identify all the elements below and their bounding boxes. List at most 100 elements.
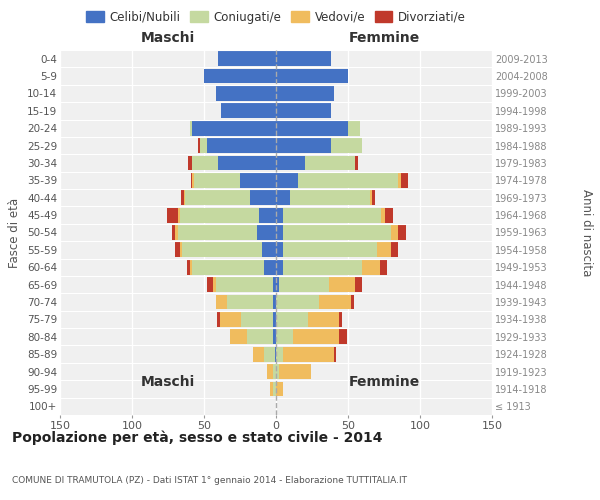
Bar: [370, 190, 373, 205]
Text: Femmine: Femmine: [349, 31, 419, 45]
Bar: [184, 190, 185, 205]
Bar: [340, 312, 342, 327]
Bar: [329, 278, 355, 292]
Bar: [218, 52, 276, 66]
Bar: [253, 347, 265, 362]
Bar: [204, 68, 276, 84]
Bar: [178, 225, 257, 240]
Bar: [276, 364, 279, 379]
Bar: [193, 173, 194, 188]
Bar: [220, 312, 241, 327]
Bar: [283, 347, 334, 362]
Legend: Celibi/Nubili, Coniugati/e, Vedovi/e, Divorziati/e: Celibi/Nubili, Coniugati/e, Vedovi/e, Di…: [81, 6, 471, 28]
Bar: [283, 225, 391, 240]
Bar: [398, 173, 401, 188]
Bar: [207, 138, 276, 153]
Bar: [398, 225, 406, 240]
Bar: [273, 364, 276, 379]
Bar: [200, 138, 207, 153]
Bar: [276, 68, 348, 84]
Bar: [276, 121, 348, 136]
Bar: [355, 156, 358, 170]
Text: Maschi: Maschi: [141, 374, 195, 388]
Bar: [276, 294, 319, 310]
Bar: [276, 138, 331, 153]
Bar: [273, 382, 276, 396]
Bar: [247, 330, 273, 344]
Bar: [319, 294, 351, 310]
Bar: [276, 104, 331, 118]
Bar: [273, 330, 276, 344]
Bar: [181, 190, 184, 205]
Bar: [265, 260, 276, 274]
Bar: [276, 330, 293, 344]
Text: COMUNE DI TRAMUTOLA (PZ) - Dati ISTAT 1° gennaio 2014 - Elaborazione TUTTITALIA.: COMUNE DI TRAMUTOLA (PZ) - Dati ISTAT 1°…: [12, 476, 407, 485]
Bar: [167, 208, 178, 222]
Bar: [198, 138, 200, 153]
Bar: [276, 225, 283, 240]
Bar: [385, 208, 392, 222]
Bar: [191, 173, 193, 188]
Bar: [193, 121, 276, 136]
Bar: [182, 242, 262, 258]
Bar: [377, 242, 391, 258]
Bar: [178, 208, 179, 222]
Bar: [212, 278, 215, 292]
Bar: [273, 278, 276, 292]
Bar: [381, 208, 385, 222]
Bar: [172, 225, 175, 240]
Bar: [273, 294, 276, 310]
Bar: [230, 330, 247, 344]
Bar: [276, 382, 283, 396]
Bar: [305, 156, 355, 170]
Bar: [401, 173, 409, 188]
Bar: [175, 242, 179, 258]
Bar: [290, 190, 370, 205]
Bar: [283, 260, 362, 274]
Bar: [259, 208, 276, 222]
Bar: [273, 312, 276, 327]
Bar: [373, 190, 376, 205]
Bar: [215, 86, 276, 101]
Text: Maschi: Maschi: [141, 31, 195, 45]
Y-axis label: Fasce di età: Fasce di età: [8, 198, 22, 268]
Bar: [175, 225, 178, 240]
Bar: [215, 294, 227, 310]
Bar: [276, 208, 283, 222]
Bar: [185, 190, 250, 205]
Bar: [276, 347, 283, 362]
Bar: [276, 52, 331, 66]
Bar: [190, 260, 193, 274]
Bar: [218, 156, 276, 170]
Bar: [193, 260, 265, 274]
Bar: [279, 364, 311, 379]
Bar: [355, 278, 362, 292]
Bar: [268, 364, 273, 379]
Bar: [334, 347, 337, 362]
Bar: [215, 278, 273, 292]
Bar: [283, 242, 377, 258]
Y-axis label: Anni di nascita: Anni di nascita: [580, 189, 593, 276]
Bar: [298, 173, 398, 188]
Bar: [276, 242, 283, 258]
Bar: [262, 242, 276, 258]
Bar: [283, 208, 381, 222]
Bar: [179, 242, 182, 258]
Bar: [276, 156, 305, 170]
Bar: [293, 330, 340, 344]
Bar: [227, 294, 273, 310]
Bar: [257, 225, 276, 240]
Text: Popolazione per età, sesso e stato civile - 2014: Popolazione per età, sesso e stato civil…: [12, 430, 383, 445]
Bar: [241, 312, 273, 327]
Bar: [270, 382, 273, 396]
Bar: [188, 156, 193, 170]
Bar: [340, 330, 347, 344]
Bar: [187, 260, 190, 274]
Bar: [194, 173, 240, 188]
Bar: [217, 312, 220, 327]
Bar: [276, 312, 308, 327]
Bar: [279, 278, 329, 292]
Bar: [193, 156, 218, 170]
Bar: [190, 121, 193, 136]
Bar: [276, 190, 290, 205]
